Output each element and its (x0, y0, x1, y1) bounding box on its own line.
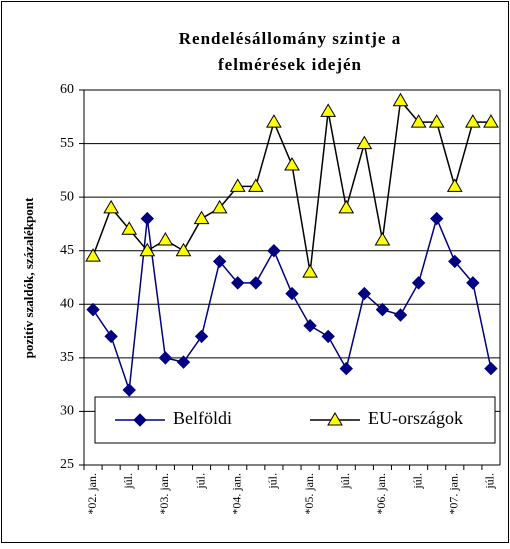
y-tick-label: 25 (60, 457, 74, 472)
legend-label: Belföldi (173, 408, 232, 428)
marker (428, 114, 445, 128)
x-tick-label: júl. (121, 473, 135, 490)
y-tick-label: 40 (60, 297, 74, 312)
marker (176, 355, 191, 369)
marker (175, 242, 192, 257)
marker (302, 264, 318, 278)
x-tick-label: júl. (266, 473, 280, 490)
x-tick-label: *02. jan. (85, 473, 99, 515)
marker (285, 286, 299, 301)
y-tick-label: 50 (60, 189, 74, 204)
x-tick-label: *03. jan. (157, 473, 171, 515)
marker (339, 361, 353, 376)
marker (303, 319, 317, 333)
marker (121, 221, 138, 235)
marker (194, 329, 209, 344)
marker (133, 413, 147, 427)
marker (85, 248, 101, 262)
marker (464, 114, 481, 128)
x-tick-label: júl. (483, 473, 497, 490)
marker (229, 178, 246, 192)
x-tick-label: júl. (338, 473, 352, 490)
legend: Belföldi EU-országok (94, 396, 496, 444)
y-axis-label: pozitív szaldók, százalékpont (21, 197, 36, 358)
marker (267, 244, 281, 258)
marker (211, 199, 228, 214)
marker (393, 308, 408, 322)
x-tick-label: *07. jan. (447, 473, 461, 515)
x-tick-label: *05. jan. (302, 473, 316, 515)
marker (284, 157, 300, 171)
chart-title: felmérések idején (218, 55, 362, 74)
y-tick-label: 55 (60, 136, 74, 151)
marker (429, 211, 444, 226)
marker (392, 92, 409, 107)
marker (158, 351, 173, 365)
marker (356, 135, 373, 150)
marker (321, 329, 335, 344)
marker (103, 199, 120, 214)
marker (374, 232, 391, 246)
marker (104, 329, 118, 344)
marker (327, 412, 343, 426)
x-tick-label: júl. (193, 473, 207, 490)
y-tick-label: 60 (60, 82, 74, 97)
marker (411, 276, 426, 290)
y-tick-label: 35 (60, 350, 74, 365)
marker (357, 286, 372, 301)
marker (86, 302, 100, 317)
marker (140, 211, 155, 226)
marker (483, 114, 499, 128)
marker (231, 276, 245, 290)
chart-title: Rendelésállomány szintje a (179, 29, 401, 48)
marker (212, 254, 227, 269)
x-tick-label: júl. (410, 473, 424, 490)
marker (448, 254, 462, 269)
marker (193, 210, 210, 225)
marker (266, 114, 282, 128)
marker (338, 199, 355, 214)
x-tick-label: *04. jan. (229, 473, 243, 515)
marker (249, 276, 263, 290)
marker (139, 242, 156, 257)
marker (446, 178, 463, 192)
marker (466, 276, 480, 290)
marker (375, 302, 390, 317)
marker (157, 232, 174, 246)
marker (320, 103, 337, 117)
marker (247, 178, 264, 192)
legend-label: EU-országok (368, 408, 463, 428)
marker (122, 383, 136, 397)
y-tick-label: 45 (60, 243, 74, 258)
marker (410, 114, 427, 128)
x-tick-label: *06. jan. (374, 473, 388, 515)
marker (484, 361, 498, 376)
y-tick-label: 30 (60, 404, 74, 419)
